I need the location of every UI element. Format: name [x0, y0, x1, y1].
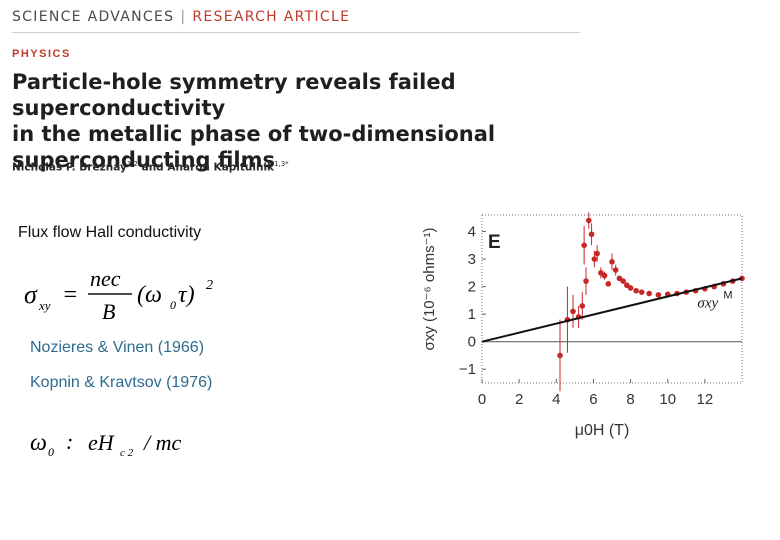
eq2-omega-subscript: 0	[48, 445, 54, 459]
y-tick-label: 0	[468, 334, 476, 351]
x-tick-label: 2	[515, 391, 523, 408]
data-point	[620, 278, 626, 284]
eq1-omega-subscript: 0	[170, 298, 176, 312]
journal-separator: |	[180, 9, 187, 25]
author-affiliation: 1,2	[126, 160, 138, 168]
author-conjunction: and	[141, 161, 164, 174]
data-point	[627, 285, 634, 291]
data-point	[594, 250, 600, 257]
y-axis-label: σxy (10⁻⁶ ohms⁻¹)	[421, 228, 438, 351]
reference-nozieres-vinen: Nozieres & Vinen (1966)	[30, 339, 205, 356]
eq1-denominator: B	[102, 299, 115, 324]
header-rule	[12, 32, 580, 33]
eq2-omega: ω	[30, 430, 47, 456]
plot-frame	[481, 214, 743, 384]
title-line: superconducting films	[12, 148, 276, 172]
hall-conductivity-equation: σ xy = nec B (ω 0 τ) 2	[24, 266, 213, 324]
data-point	[570, 308, 576, 315]
x-tick-label: 4	[552, 391, 560, 408]
eq1-equals: =	[62, 282, 78, 308]
frequency-relation: ω 0 : eH c 2 / mc	[30, 429, 182, 459]
paper-title: Particle-hole symmetry reveals failed su…	[12, 69, 602, 173]
x-tick-label: 8	[626, 391, 634, 408]
panel-label: E	[488, 232, 501, 253]
eq2-eh: eH	[88, 430, 115, 455]
eq1-tau: τ)	[178, 282, 195, 308]
eq1-exponent: 2	[206, 278, 213, 293]
y-tick-label: 1	[468, 306, 476, 323]
eq1-sigma-subscript: xy	[38, 298, 51, 313]
data-point	[739, 275, 745, 282]
journal-header: SCIENCE ADVANCES | RESEARCH ARTICLE	[12, 9, 350, 25]
journal-name: SCIENCE ADVANCES	[12, 9, 175, 25]
data-point	[609, 259, 615, 265]
data-point	[557, 352, 563, 359]
eq1-sigma: σ	[24, 280, 38, 309]
slide-heading: Flux flow Hall conductivity	[18, 224, 202, 241]
data-point	[588, 231, 595, 238]
author-list: Nicholas P. Breznay1,2 and Aharon Kapitu…	[12, 160, 289, 174]
x-tick-label: 0	[478, 391, 486, 408]
data-point	[655, 292, 662, 298]
data-point	[591, 256, 598, 262]
data-point	[646, 290, 652, 297]
eq1-omega: (ω	[137, 282, 162, 308]
reference-kopnin-kravtsov: Kopnin & Kravtsov (1976)	[30, 374, 213, 391]
x-axis-label: μ0H (T)	[575, 422, 630, 439]
eq1-numerator: nec	[90, 266, 121, 291]
title-line: Particle-hole symmetry reveals failed su…	[12, 70, 456, 120]
eq2-hc2-subscript: c 2	[120, 447, 134, 459]
x-tick-label: 10	[659, 391, 676, 408]
y-tick-label: 4	[468, 224, 476, 241]
data-point	[579, 303, 586, 309]
model-annotation-superscript: M	[723, 289, 732, 301]
author-name: Aharon Kapitulnik	[167, 161, 275, 174]
data-point	[583, 278, 589, 284]
data-point	[638, 289, 645, 295]
y-tick-label: −1	[459, 361, 476, 378]
data-point	[612, 267, 619, 273]
x-tick-label: 6	[589, 391, 597, 408]
data-point	[633, 287, 639, 294]
eq2-tail: / mc	[142, 430, 182, 455]
author-affiliation: 1,3*	[274, 160, 289, 168]
model-annotation: σxy	[697, 295, 718, 311]
eq2-separator: :	[66, 429, 73, 454]
data-point	[605, 281, 612, 287]
data-point	[585, 217, 592, 224]
author-name: Nicholas P. Breznay	[12, 161, 127, 174]
data-point	[581, 242, 587, 249]
data-point	[601, 272, 608, 279]
x-tick-label: 12	[697, 391, 714, 408]
article-type: RESEARCH ARTICLE	[192, 9, 351, 25]
model-line	[481, 277, 743, 343]
title-line: in the metallic phase of two-dimensional	[12, 122, 496, 146]
y-tick-label: 3	[468, 251, 476, 268]
y-tick-label: 2	[468, 279, 476, 296]
section-label: PHYSICS	[12, 48, 71, 60]
